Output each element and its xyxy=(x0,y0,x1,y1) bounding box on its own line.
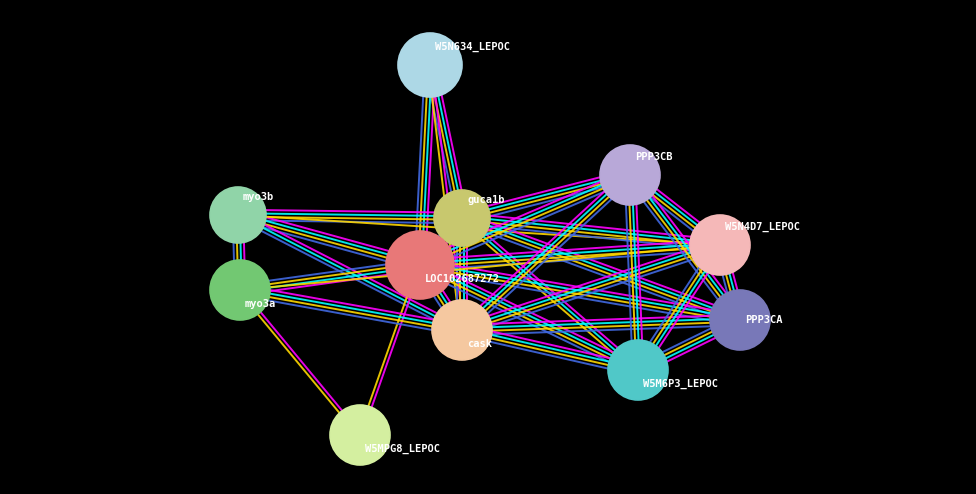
Circle shape xyxy=(210,260,270,320)
Circle shape xyxy=(386,231,454,299)
Circle shape xyxy=(210,187,266,243)
Text: W5MPG8_LEPOC: W5MPG8_LEPOC xyxy=(365,444,440,454)
Circle shape xyxy=(710,290,770,350)
Text: W5M6P3_LEPOC: W5M6P3_LEPOC xyxy=(643,379,718,389)
Text: PPP3CB: PPP3CB xyxy=(635,152,672,162)
Text: myo3a: myo3a xyxy=(245,299,276,309)
Text: cask: cask xyxy=(467,339,492,349)
Text: LOC102687272: LOC102687272 xyxy=(425,274,500,284)
Circle shape xyxy=(434,190,490,246)
Text: PPP3CA: PPP3CA xyxy=(745,315,783,325)
Text: W5N634_LEPOC: W5N634_LEPOC xyxy=(435,42,510,52)
Circle shape xyxy=(690,215,750,275)
Circle shape xyxy=(600,145,660,205)
Text: W5N4D7_LEPOC: W5N4D7_LEPOC xyxy=(725,222,800,232)
Circle shape xyxy=(608,340,668,400)
Circle shape xyxy=(330,405,390,465)
Circle shape xyxy=(398,33,462,97)
Circle shape xyxy=(432,300,492,360)
Text: myo3b: myo3b xyxy=(243,192,274,202)
Text: guca1b: guca1b xyxy=(467,195,505,205)
